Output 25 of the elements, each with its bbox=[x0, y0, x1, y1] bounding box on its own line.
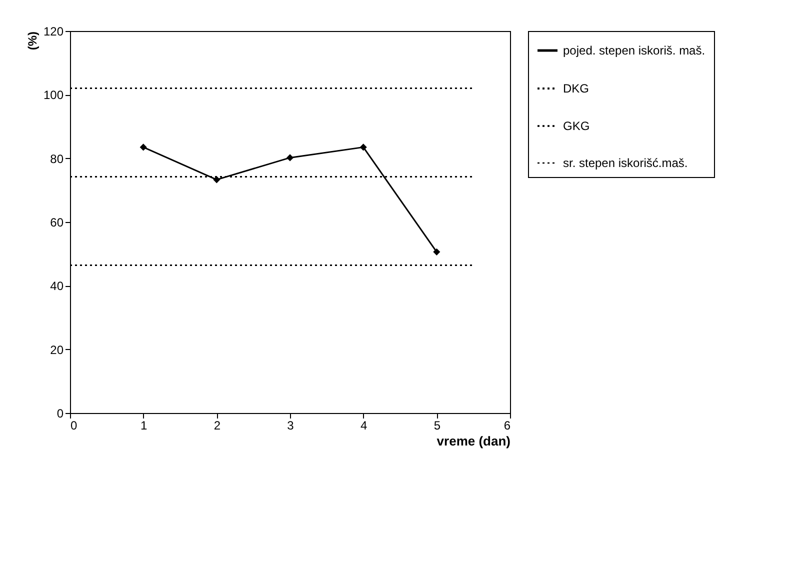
point bbox=[140, 144, 147, 151]
y-tick-label: 100 bbox=[43, 88, 64, 102]
point bbox=[213, 176, 220, 184]
y-axis-title: (%) bbox=[25, 32, 40, 50]
point bbox=[433, 248, 440, 256]
y-tick-label: 60 bbox=[50, 216, 64, 230]
point bbox=[360, 144, 367, 151]
y-tick-label: 40 bbox=[50, 279, 64, 294]
x-tick-label: 1 bbox=[140, 418, 148, 432]
point bbox=[286, 154, 294, 162]
y-tick-label: 20 bbox=[50, 342, 64, 357]
x-tick-label: 6 bbox=[504, 418, 511, 432]
legend-label: pojed. stepen iskoriš. maš. bbox=[563, 44, 706, 58]
legend-label: sr. stepen iskorišć.maš. bbox=[563, 156, 688, 170]
y-tick-label: 80 bbox=[50, 152, 64, 166]
legend-label: DKG bbox=[563, 82, 590, 96]
x-tick-label: 0 bbox=[70, 418, 78, 432]
x-tick-label: 5 bbox=[434, 418, 441, 432]
x-tick-label: 2 bbox=[214, 418, 221, 432]
legend-label: GKG bbox=[563, 119, 590, 133]
x-axis-title: vreme (dan) bbox=[436, 434, 510, 448]
x-tick-label: 4 bbox=[360, 418, 368, 432]
x-tick-label: 3 bbox=[287, 418, 294, 432]
y-tick-label: 120 bbox=[43, 24, 64, 38]
y-tick-label: 0 bbox=[56, 406, 64, 420]
